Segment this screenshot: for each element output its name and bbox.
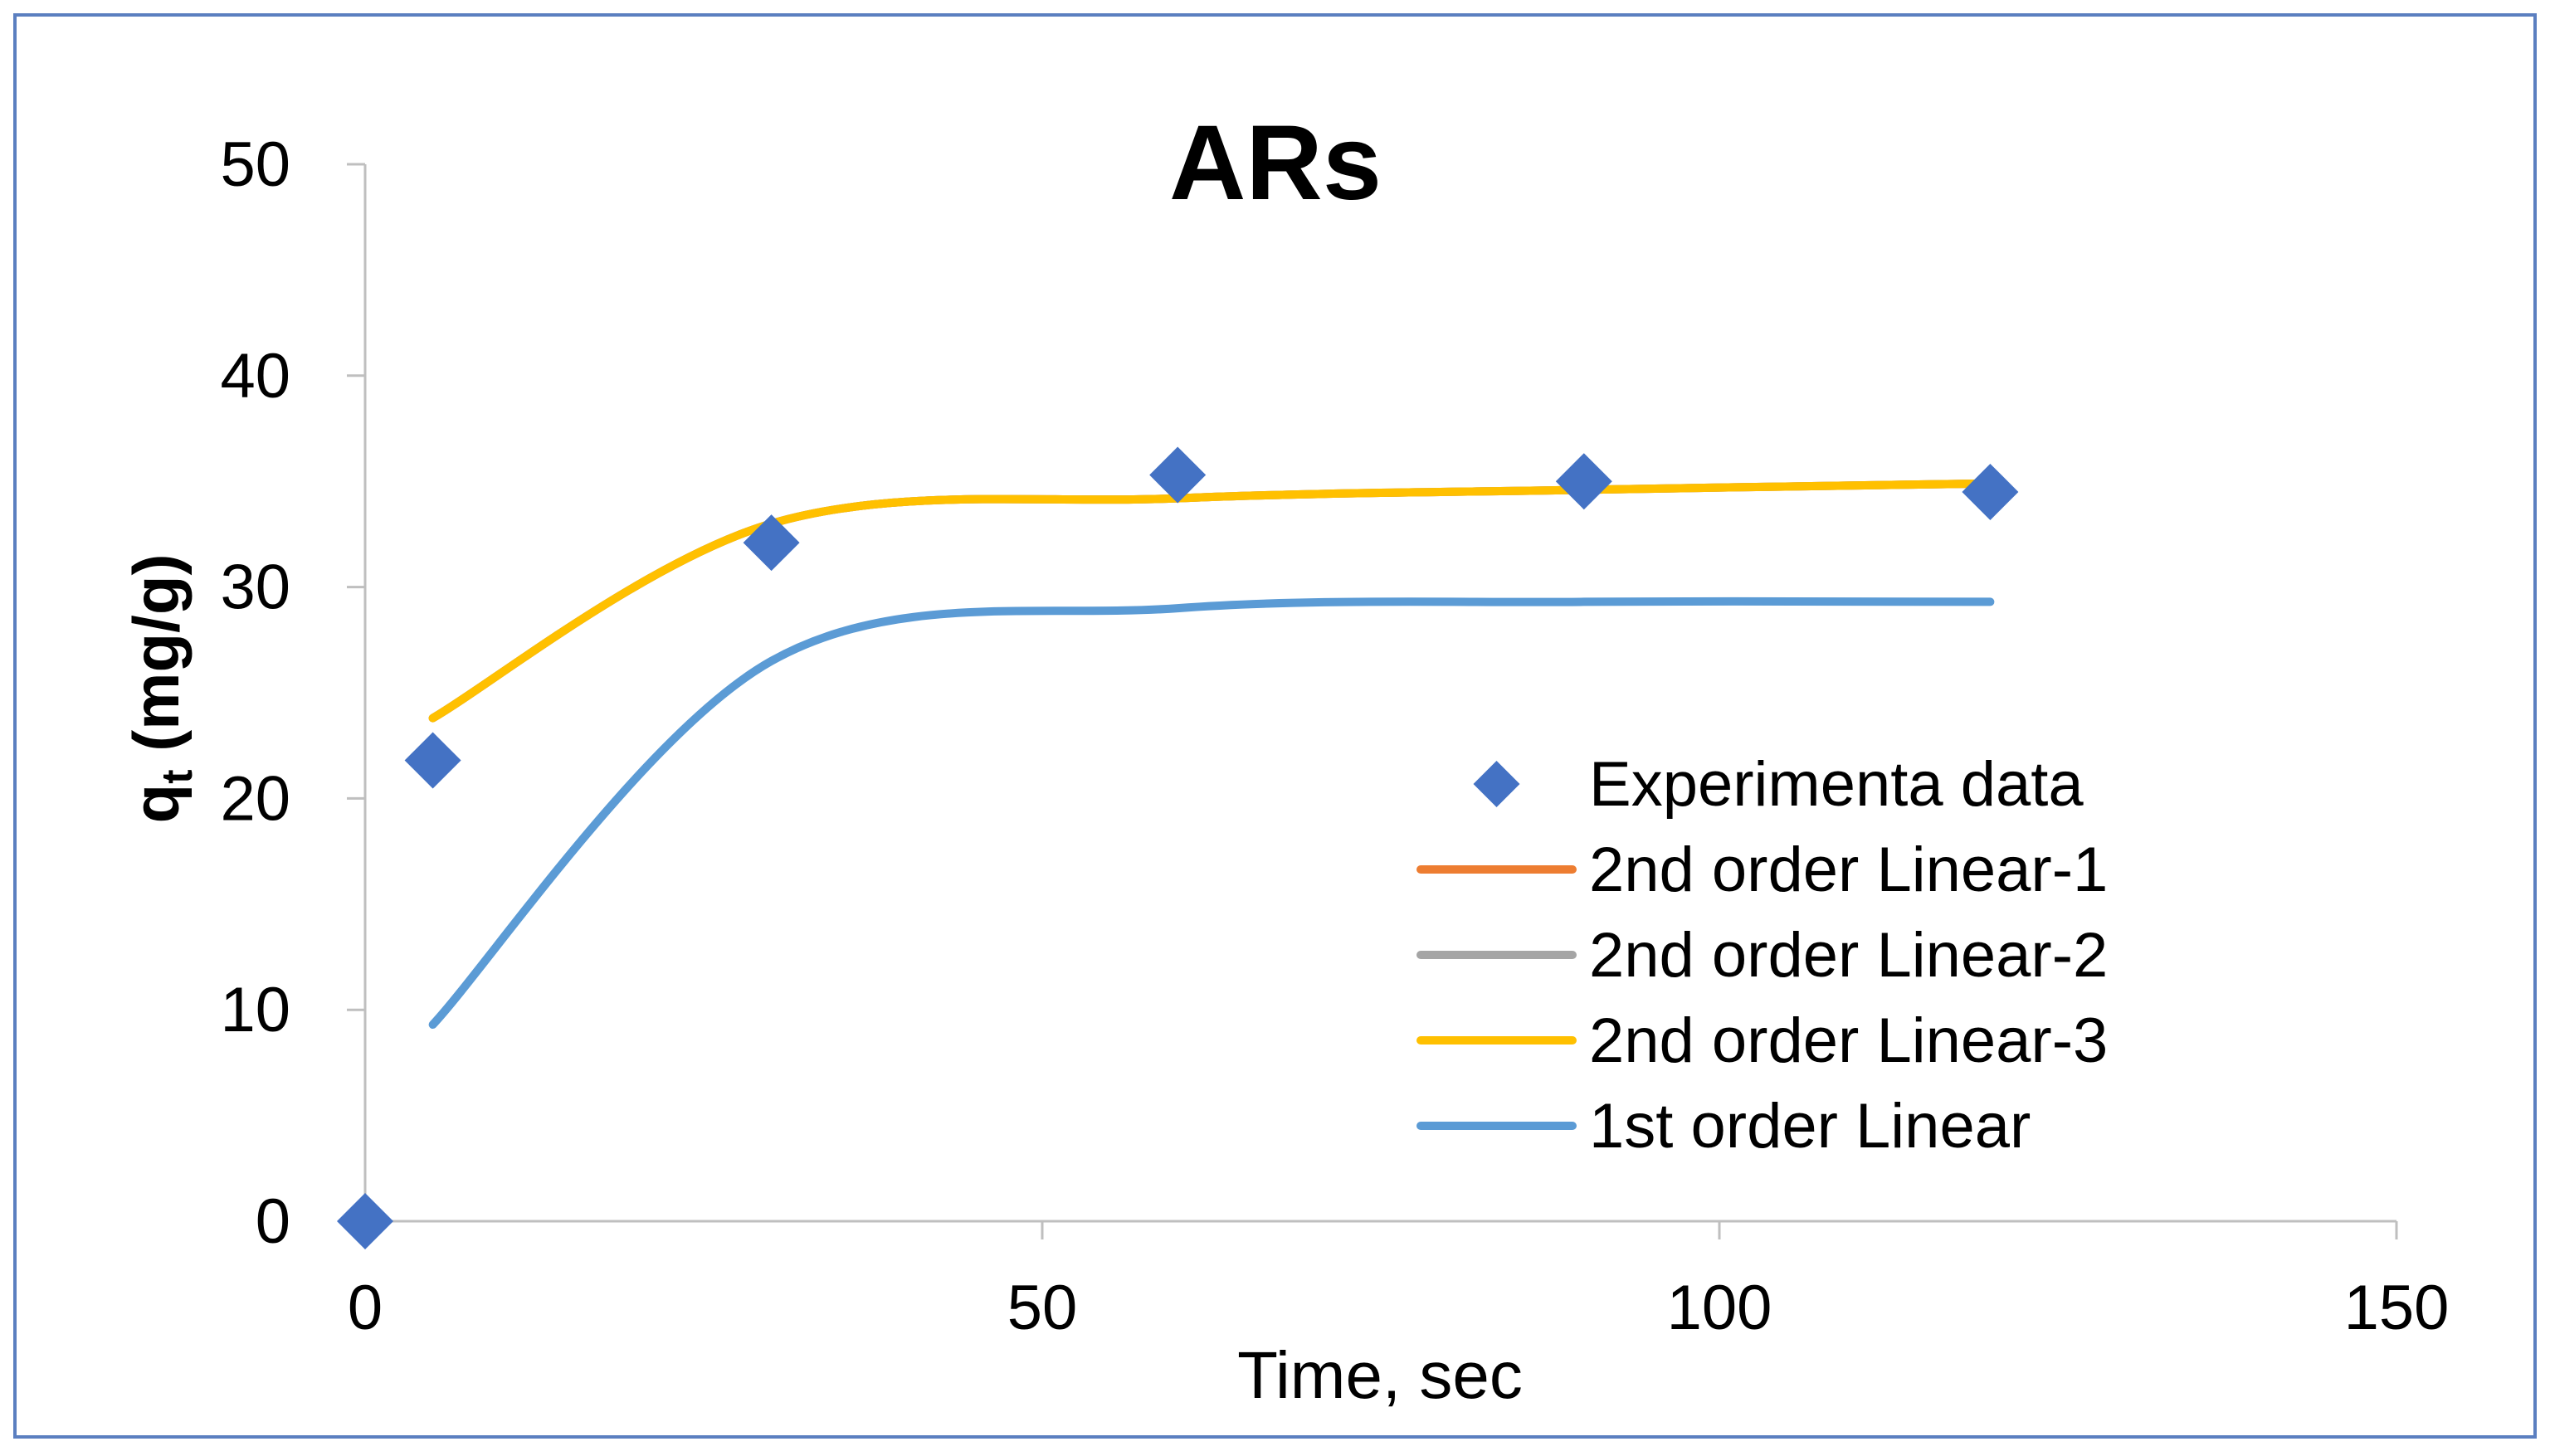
x-tick-label: 0 xyxy=(348,1273,383,1343)
y-axis-label: qt (mg/g) xyxy=(119,554,202,824)
legend-label: Experimenta data xyxy=(1589,749,2084,820)
data-point xyxy=(1149,446,1207,504)
y-tick-label: 50 xyxy=(220,129,290,200)
y-tick-label: 10 xyxy=(220,975,290,1045)
data-point xyxy=(337,1193,393,1249)
x-axis-label: Time, sec xyxy=(1237,1338,1523,1412)
y-tick-label: 0 xyxy=(256,1186,290,1257)
x-tick-label: 100 xyxy=(1667,1273,1772,1343)
legend-label: 1st order Linear xyxy=(1589,1091,2031,1161)
legend-label: 2nd order Linear-1 xyxy=(1589,835,2108,905)
legend-label: 2nd order Linear-3 xyxy=(1589,1006,2108,1076)
series-markers xyxy=(337,446,2019,1249)
y-tick-label: 30 xyxy=(220,553,290,623)
data-point xyxy=(404,732,461,789)
chart-border xyxy=(13,13,2537,1439)
y-tick-label: 40 xyxy=(220,341,290,411)
data-point xyxy=(743,514,800,572)
data-point xyxy=(1555,453,1612,510)
chart-title: ARs xyxy=(1169,104,1382,222)
data-point xyxy=(1962,463,2019,520)
series-line-4 xyxy=(428,597,1995,1030)
y-axis-label-subscript: t xyxy=(154,769,202,783)
y-tick-label: 20 xyxy=(220,763,290,834)
tick-labels: 0 10 20 30 40 50 0 50 100 150 xyxy=(220,129,2449,1343)
legend: Experimenta data 2nd order Linear-1 2nd or… xyxy=(1416,749,2108,1161)
y-axis-label-unit: (mg/g) xyxy=(119,554,193,770)
x-tick-label: 50 xyxy=(1007,1273,1078,1343)
x-tick-label: 150 xyxy=(2344,1273,2450,1343)
y-axis-label-main: q xyxy=(119,784,193,824)
legend-label: 2nd order Linear-2 xyxy=(1589,920,2108,991)
legend-marker xyxy=(1473,761,1520,807)
